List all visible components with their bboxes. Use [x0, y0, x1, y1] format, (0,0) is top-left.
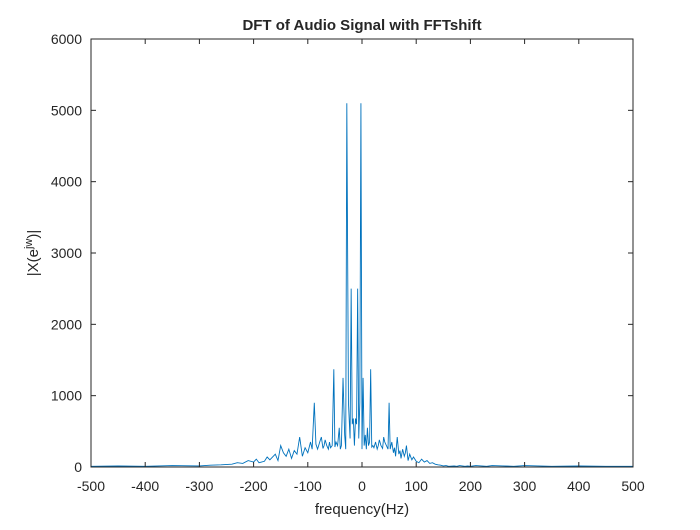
x-tick-label: 200	[459, 478, 483, 494]
x-tick-label: -100	[294, 478, 322, 494]
series-line-0	[90, 103, 633, 467]
y-tick-label: 4000	[51, 174, 82, 190]
y-ticks: 0 1000 2000 3000 4000 5000 6000	[51, 31, 633, 475]
x-tick-label: -400	[131, 478, 159, 494]
series-layer	[90, 103, 633, 467]
x-tick-label: 400	[567, 478, 591, 494]
chart-title: DFT of Audio Signal with FFTshift	[242, 17, 481, 34]
y-tick-label: 1000	[51, 388, 82, 404]
x-tick-label: -200	[240, 478, 268, 494]
x-tick-label: 500	[621, 478, 645, 494]
y-axis-label: |X(ejw)|	[23, 230, 42, 277]
x-tick-label: 300	[513, 478, 537, 494]
y-tick-label: 3000	[51, 245, 82, 261]
y-tick-label: 5000	[51, 102, 82, 118]
y-tick-label: 0	[74, 459, 82, 475]
y-tick-label: 2000	[51, 316, 82, 332]
x-tick-label: 0	[358, 478, 366, 494]
x-tick-label: 100	[405, 478, 429, 494]
x-tick-label: -500	[77, 478, 105, 494]
x-axis-label: frequency(Hz)	[315, 501, 409, 518]
x-tick-label: -300	[185, 478, 213, 494]
x-ticks: -500 -400 -300 -200 -100 0 100 200 300 400 500	[77, 39, 645, 494]
y-tick-label: 6000	[51, 31, 82, 47]
